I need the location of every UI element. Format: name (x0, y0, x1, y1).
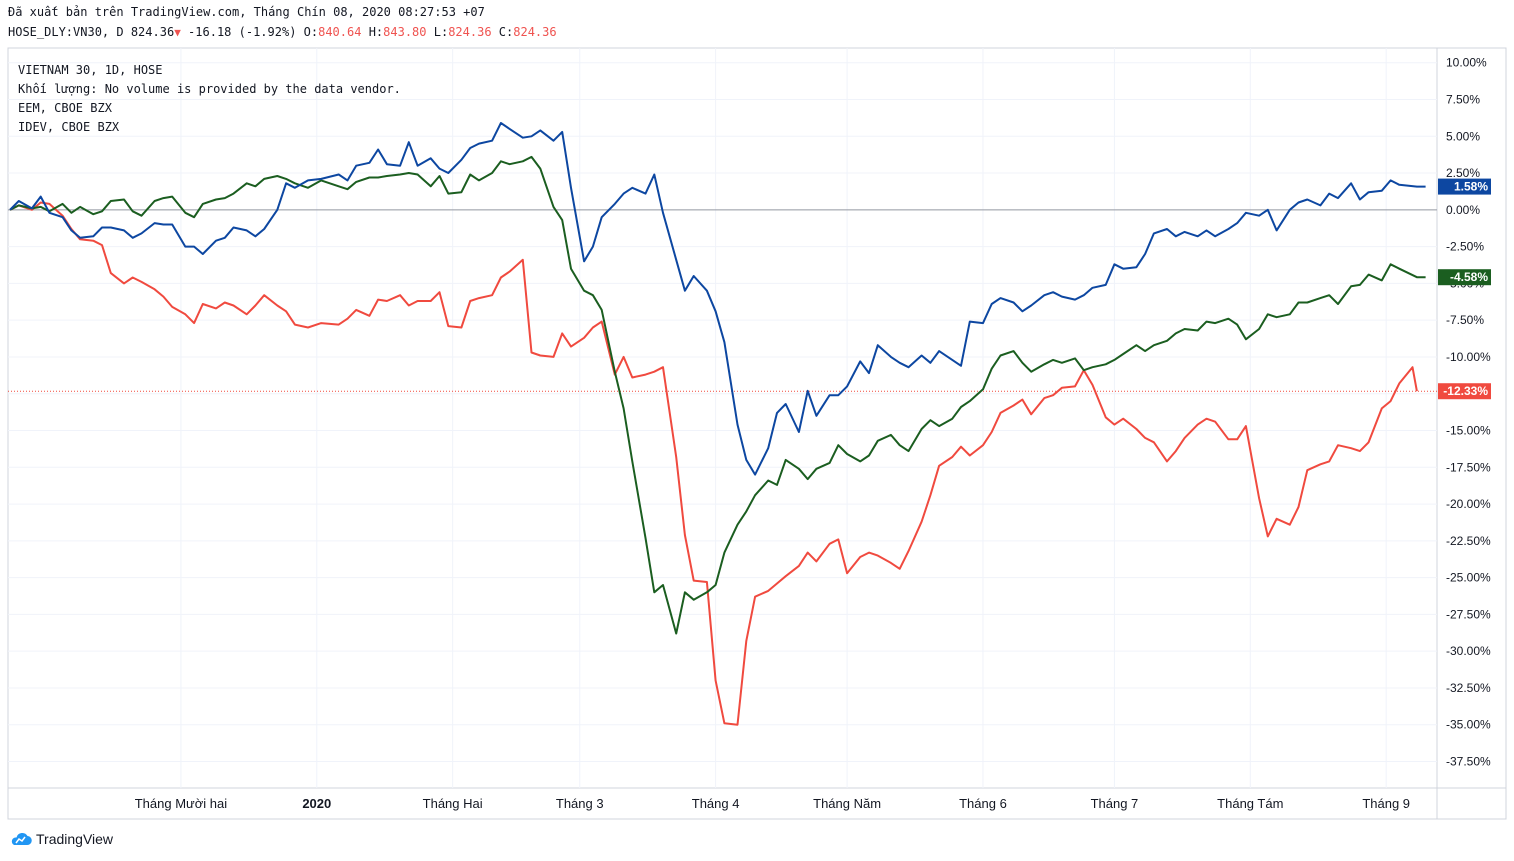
high-value: 843.80 (383, 25, 427, 39)
close-value-red: 824.36 (513, 25, 557, 39)
export-info: Đã xuất bản trên TradingView.com, Tháng … (8, 5, 485, 19)
y-tick-label: -27.50% (1446, 607, 1491, 621)
close-label: C: (498, 25, 514, 39)
y-tick-label: 10.00% (1446, 56, 1487, 70)
y-tick-label: 7.50% (1446, 92, 1480, 106)
low-label: L: (433, 25, 449, 39)
x-tick-label: Tháng 9 (1362, 796, 1410, 811)
y-tick-label: -2.50% (1446, 240, 1484, 254)
x-tick-label: Tháng Mười hai (135, 796, 227, 811)
last-value-labels: 1.58% -4.58% -12.33% (1438, 178, 1491, 400)
x-tick-label: Tháng 6 (959, 796, 1007, 811)
down-triangle-icon: ▼ (174, 26, 181, 39)
legend-item: VIETNAM 30, 1D, HOSE (18, 63, 163, 77)
y-tick-label: 2.50% (1446, 166, 1480, 180)
last-value-text-vn30: -12.33% (1443, 384, 1488, 398)
series-line-vn30 (9, 201, 1418, 726)
legend: VIETNAM 30, 1D, HOSE Khối lượng: No volu… (18, 63, 401, 134)
y-tick-label: -30.00% (1446, 644, 1491, 658)
series-line-eem (9, 122, 1426, 476)
high-label: H: (368, 25, 384, 39)
chart-frame (7, 47, 1507, 820)
legend-item: EEM, CBOE BZX (18, 101, 113, 115)
symbol-label: HOSE_DLY:VN30, D (8, 25, 124, 39)
last-value-badge-idev (1438, 269, 1491, 286)
open-label: O: (303, 25, 319, 39)
last-value-badge-eem (1438, 178, 1491, 195)
y-tick-label: -20.00% (1446, 497, 1491, 511)
x-tick-label: Tháng 4 (692, 796, 740, 811)
y-tick-label: -25.00% (1446, 571, 1491, 585)
footer-brand: TradingView (36, 831, 114, 847)
y-tick-label: -37.50% (1446, 755, 1491, 769)
y-tick-label: -7.50% (1446, 313, 1484, 327)
x-tick-label: Tháng 3 (556, 796, 604, 811)
legend-item: IDEV, CBOE BZX (18, 120, 120, 134)
y-tick-label: -35.00% (1446, 718, 1491, 732)
change-value: -16.18 (-1.92%) (188, 25, 297, 39)
y-tick-label: 5.00% (1446, 129, 1480, 143)
y-tick-label: -15.00% (1446, 424, 1491, 438)
ohlc-bar: HOSE_DLY:VN30, D 824.36▼ -16.18 (-1.92%)… (8, 25, 557, 39)
x-tick-label: Tháng 7 (1091, 796, 1139, 811)
x-tick-label: Tháng Năm (813, 796, 881, 811)
close-value: 824.36 (130, 25, 175, 39)
tradingview-cloud-icon (11, 833, 32, 846)
series-lines (9, 122, 1426, 726)
x-tick-label: Tháng Tám (1217, 796, 1283, 811)
y-tick-label: 0.00% (1446, 203, 1480, 217)
y-tick-label: -17.50% (1446, 460, 1491, 474)
last-value-text-idev: -4.58% (1450, 270, 1488, 284)
grid (8, 48, 1437, 788)
legend-item: Khối lượng: No volume is provided by the… (18, 82, 401, 96)
y-tick-label: -10.00% (1446, 350, 1491, 364)
axes: 10.00%7.50%5.00%2.50%0.00%-2.50%-5.00%-7… (135, 56, 1491, 811)
open-value: 840.64 (318, 25, 362, 39)
x-tick-label: Tháng Hai (423, 796, 483, 811)
low-value: 824.36 (448, 25, 492, 39)
x-tick-label: 2020 (302, 796, 331, 811)
y-tick-label: -32.50% (1446, 681, 1491, 695)
y-tick-label: -22.50% (1446, 534, 1491, 548)
last-value-badge-vn30 (1438, 383, 1491, 400)
series-line-idev (9, 155, 1426, 635)
last-value-text-eem: 1.58% (1454, 180, 1488, 194)
footer[interactable]: TradingView (8, 831, 113, 847)
